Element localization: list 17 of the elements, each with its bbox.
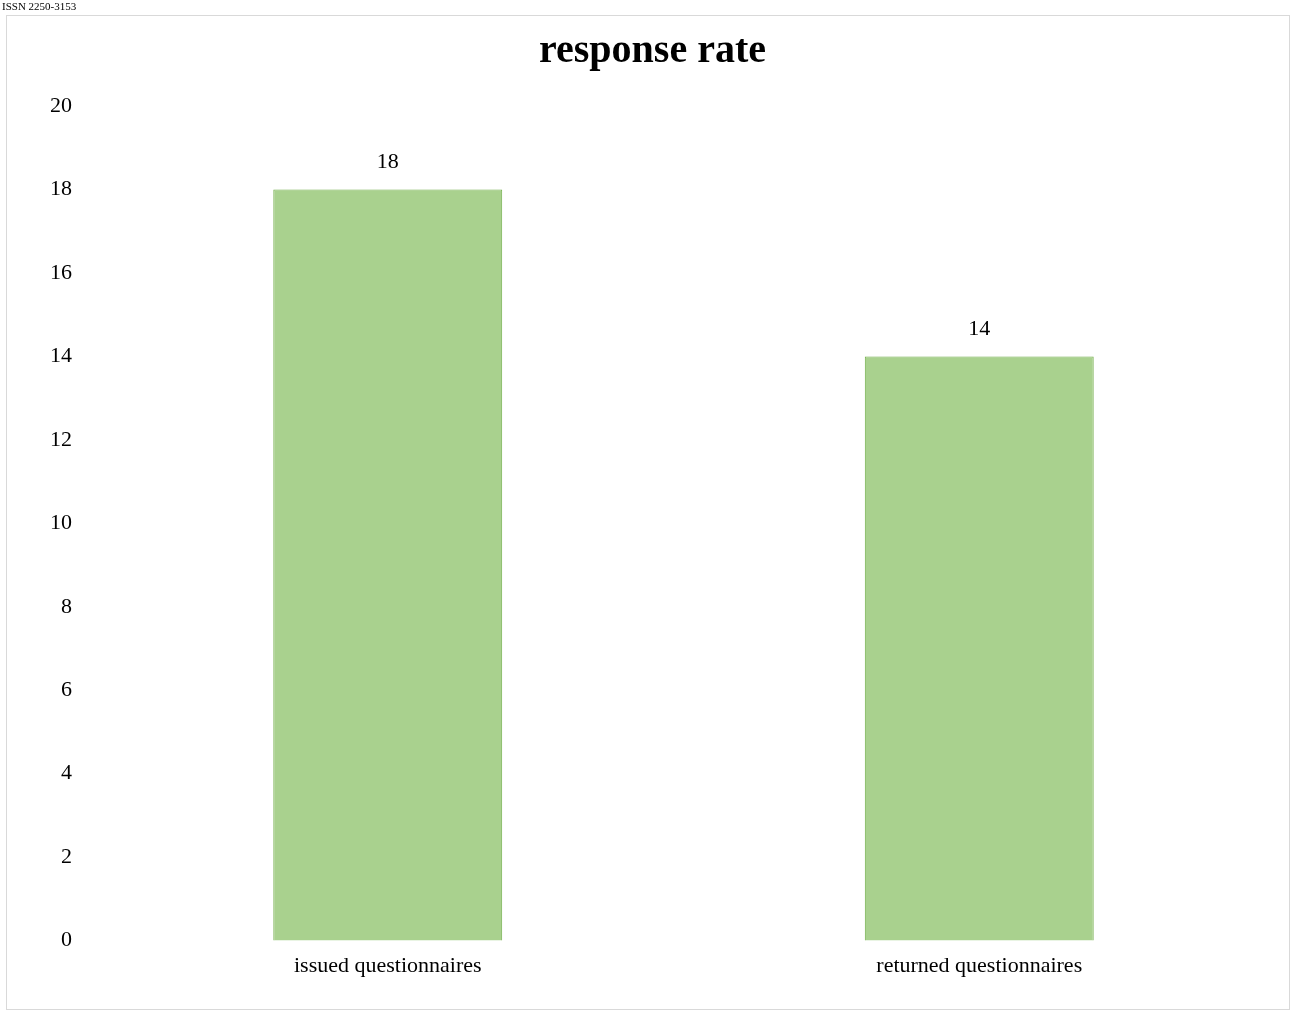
y-tick-label: 14 bbox=[50, 342, 72, 368]
y-tick-label: 16 bbox=[50, 258, 72, 284]
y-tick-label: 18 bbox=[50, 175, 72, 201]
x-tick-label: issued questionnaires bbox=[293, 951, 482, 977]
y-tick-label: 0 bbox=[61, 926, 72, 952]
y-tick-label: 4 bbox=[61, 759, 72, 785]
data-label: 18 bbox=[376, 148, 399, 174]
y-tick-label: 10 bbox=[50, 509, 72, 535]
text: ISSN 2250-3153 bbox=[2, 0, 77, 12]
y-tick-label: 2 bbox=[61, 842, 72, 868]
data-label: 14 bbox=[968, 315, 991, 341]
chart-title: response rate bbox=[539, 26, 766, 72]
y-tick-label: 6 bbox=[61, 676, 72, 701]
y-tick-label: 8 bbox=[61, 592, 72, 618]
y-tick-label: 12 bbox=[50, 425, 72, 451]
x-tick-label: returned questionnaires bbox=[876, 951, 1083, 977]
y-tick-label: 20 bbox=[50, 91, 72, 117]
